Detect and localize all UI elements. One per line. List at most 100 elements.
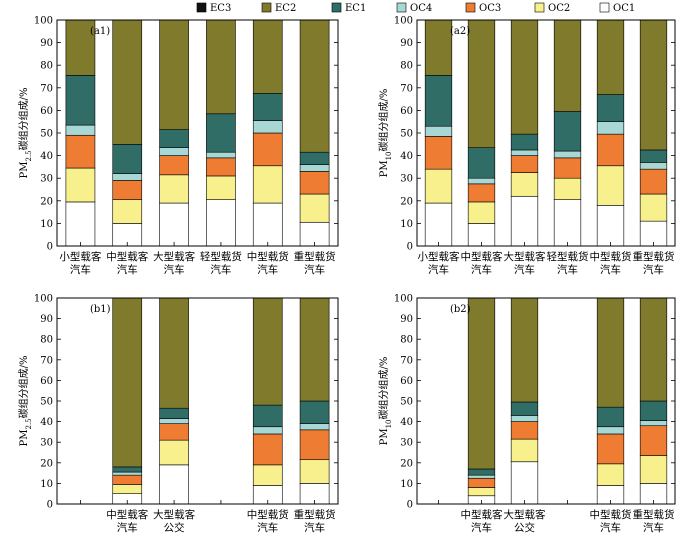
bar-ec2-5 (299, 19, 330, 153)
bar-oc4-4 (252, 120, 283, 134)
y-tick-label: 20 (400, 196, 413, 207)
bar-oc1-2 (510, 195, 539, 247)
y-tick-label: 60 (400, 376, 413, 387)
bar-oc3-3 (206, 157, 236, 177)
bar-oc2-5 (639, 455, 668, 484)
y-tick-label: 50 (400, 129, 413, 140)
y-tick-label: 70 (40, 355, 53, 366)
legend-swatch-ec3 (196, 2, 207, 13)
x-tick-label: 重型载货 (294, 250, 336, 263)
bar-ec1-5 (639, 149, 668, 163)
bar-oc3-5 (299, 171, 330, 195)
bar-ec2-3 (553, 19, 582, 112)
bar-oc1-0 (65, 201, 96, 247)
legend-swatch-oc1 (599, 2, 610, 13)
bar-oc3-4 (252, 433, 283, 466)
bar-oc2-3 (206, 175, 236, 200)
y-tick-label: 30 (400, 174, 413, 185)
bar-oc2-3 (553, 177, 582, 200)
y-axis-label: PM10碳组分组成/% (377, 89, 393, 178)
legend-label-ec1: EC1 (345, 3, 366, 14)
y-tick-label: 90 (40, 314, 53, 325)
bar-oc3-1 (467, 477, 496, 488)
y-tick-label: 0 (407, 500, 413, 511)
bar-ec1-1 (112, 144, 143, 174)
bar-oc4-2 (510, 415, 539, 422)
x-tick-label: 汽车 (304, 521, 325, 534)
bar-ec2-3 (206, 19, 236, 115)
x-tick-label: 公交 (514, 521, 535, 534)
y-tick-label: 30 (40, 438, 53, 449)
bar-ec2-1 (112, 297, 143, 468)
bar-ec2-1 (467, 19, 496, 148)
bar-ec2-0 (65, 19, 96, 76)
bar-oc4-4 (596, 121, 625, 135)
plot-frame (56, 19, 339, 247)
bar-oc3-2 (510, 421, 539, 440)
legend-swatch-oc3 (465, 2, 476, 13)
y-axis-label: PM10碳组分组成/% (377, 357, 393, 446)
x-tick-label: 小型载客 (418, 250, 460, 263)
legend-label-oc1: OC1 (613, 3, 635, 14)
x-tick-label: 汽车 (557, 263, 578, 276)
x-tick-label: 汽车 (471, 263, 492, 276)
bar-oc2-4 (252, 165, 283, 204)
bar-oc4-2 (159, 418, 189, 424)
bar-ec2-2 (510, 19, 539, 135)
bar-oc1-0 (424, 202, 453, 247)
y-tick-label: 40 (400, 151, 413, 162)
y-tick-label: 80 (400, 61, 413, 72)
y-tick-label: 10 (400, 219, 413, 230)
legend-label-ec3: EC3 (210, 3, 231, 14)
bar-oc4-5 (299, 164, 330, 172)
x-tick-label: 中型载客 (106, 250, 148, 263)
bar-oc2-5 (639, 193, 668, 222)
x-tick-label: 汽车 (600, 263, 621, 276)
bar-oc3-0 (424, 136, 453, 170)
x-tick-label: 汽车 (257, 521, 278, 534)
bar-oc4-5 (299, 423, 330, 431)
x-tick-label: 大型载客 (504, 250, 546, 263)
panel-label: (a2) (450, 26, 470, 37)
y-tick-label: 70 (40, 83, 53, 94)
bar-ec2-1 (467, 297, 496, 470)
bar-oc4-5 (639, 420, 668, 427)
y-tick-label: 0 (47, 242, 53, 253)
panel-a1: 0102030405060708090100小型载客汽车中型载客汽车大型载客汽车… (17, 16, 339, 276)
bar-ec1-1 (112, 466, 143, 473)
x-tick-label: 汽车 (643, 521, 664, 534)
bar-ec1-2 (510, 401, 539, 416)
bar-oc3-4 (596, 433, 625, 465)
bar-ec2-0 (424, 19, 453, 76)
plot-frame (416, 297, 676, 505)
bar-oc1-4 (596, 205, 625, 247)
bar-ec1-3 (553, 111, 582, 152)
plot-frame (416, 19, 676, 247)
x-tick-label: 大型载客 (153, 508, 195, 521)
bar-oc1-2 (159, 202, 189, 247)
bar-oc4-2 (159, 147, 189, 156)
bar-oc3-4 (252, 132, 283, 167)
x-tick-label: 中型载客 (461, 250, 503, 263)
x-tick-label: 汽车 (117, 521, 138, 534)
bar-oc4-1 (467, 474, 496, 479)
bar-ec2-4 (252, 297, 283, 406)
y-tick-label: 70 (400, 355, 413, 366)
y-tick-label: 0 (47, 500, 53, 511)
y-tick-label: 40 (40, 417, 53, 428)
legend-swatch-oc2 (534, 2, 545, 13)
x-tick-label: 中型载客 (106, 508, 148, 521)
legend-label-oc4: OC4 (410, 3, 432, 14)
bar-ec1-3 (206, 113, 236, 153)
bar-ec1-1 (467, 468, 496, 476)
x-tick-label: 中型载货 (247, 508, 289, 521)
bar-oc2-5 (299, 459, 330, 484)
bar-oc2-1 (467, 487, 496, 497)
y-tick-label: 10 (40, 479, 53, 490)
bar-oc4-3 (553, 150, 582, 159)
bar-oc3-5 (639, 168, 668, 195)
y-tick-label: 90 (400, 38, 413, 49)
panel-label: (a1) (90, 26, 110, 37)
legend-swatch-ec1 (331, 2, 342, 13)
y-tick-label: 100 (394, 294, 413, 305)
